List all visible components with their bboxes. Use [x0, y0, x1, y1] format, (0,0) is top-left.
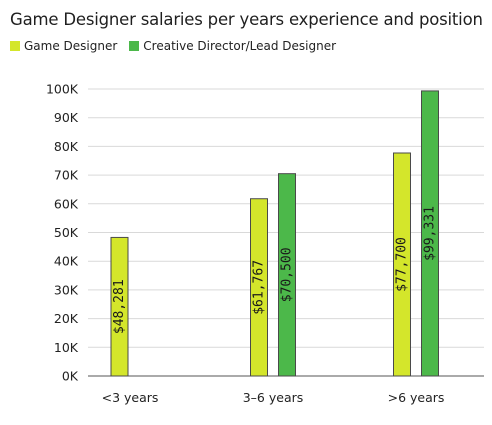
- y-tick-label-90k: 90K: [54, 110, 79, 125]
- data-label-game-designer-1: $61,767: [252, 260, 267, 315]
- y-tick-label-10k: 10K: [54, 340, 79, 355]
- y-tick-label-60k: 60K: [54, 196, 79, 211]
- y-tick-label-80k: 80K: [54, 139, 79, 154]
- y-tick-label-70k: 70K: [54, 168, 79, 183]
- bar-creative-director-2: [421, 90, 439, 377]
- legend-swatch-creative-director: [129, 41, 140, 51]
- legend-swatch-game-designer: [10, 41, 20, 51]
- legend-label-creative-director: Creative Director/Lead Designer: [143, 39, 337, 53]
- data-label-game-designer-0: $48,281: [112, 279, 127, 334]
- category-label-0: <3 years: [102, 390, 159, 405]
- bar-game-designer-2: [393, 152, 411, 377]
- bar-game-designer-1: [250, 198, 268, 377]
- category-label-2: >6 years: [388, 390, 445, 405]
- y-tick-label-50k: 50K: [54, 225, 79, 240]
- category-label-1: 3–6 years: [243, 390, 304, 405]
- y-tick-label-100k: 100K: [46, 82, 79, 97]
- legend-item-game-designer: Game Designer: [10, 39, 117, 53]
- data-label-creative-director-1: $70,500: [280, 247, 295, 302]
- data-label-game-designer-2: $77,700: [395, 237, 410, 292]
- bar-creative-director-1: [278, 173, 296, 377]
- legend-label-game-designer: Game Designer: [24, 39, 118, 53]
- y-tick-label-20k: 20K: [54, 311, 79, 326]
- chart-title: Game Designer salaries per years experie…: [10, 10, 483, 29]
- y-axis-ticks: 0K 10K 20K 30K 40K 50K 60K 70K 80K 90K 100K: [46, 82, 79, 384]
- data-labels: $48,281 $61,767 $70,500 $77,700 $99,331: [112, 206, 438, 334]
- bars: [110, 90, 439, 377]
- legend-item-creative-director: Creative Director/Lead Designer: [129, 39, 336, 53]
- bar-game-designer-0: [110, 236, 129, 377]
- legend: Game Designer Creative Director/Lead Des…: [10, 39, 348, 53]
- x-axis-categories: <3 years 3–6 years >6 years: [102, 390, 445, 405]
- y-tick-label-30k: 30K: [54, 282, 79, 297]
- y-tick-label-40k: 40K: [54, 254, 79, 269]
- y-tick-label-0k: 0K: [62, 369, 79, 384]
- data-label-creative-director-2: $99,331: [423, 206, 438, 261]
